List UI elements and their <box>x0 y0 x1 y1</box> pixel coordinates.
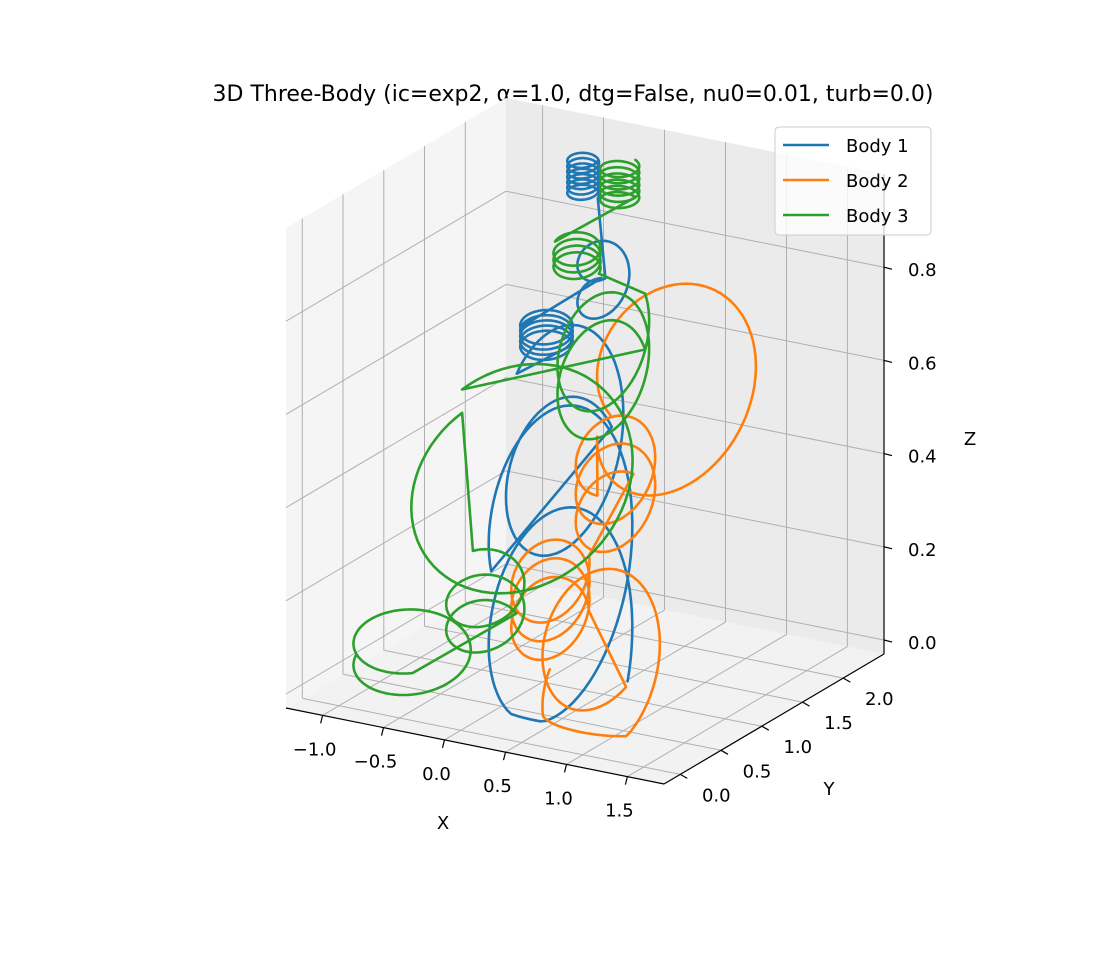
y-tick-label: 0.0 <box>702 785 731 806</box>
z-gridline-side <box>285 377 507 509</box>
y-tick <box>680 773 688 779</box>
legend-label-body-2: Body 2 <box>846 171 909 192</box>
z-gridline-side <box>285 190 507 322</box>
z-tick <box>883 453 893 457</box>
y-tick-label: 1.0 <box>783 737 812 758</box>
x-tick <box>380 727 385 736</box>
z-tick <box>883 359 893 363</box>
x-gridline-floor <box>505 621 726 753</box>
z-tick-label: 0.4 <box>908 447 937 468</box>
z-gridline-side <box>285 563 507 695</box>
y-axis-line <box>663 653 885 785</box>
z-gridline-back <box>505 563 885 641</box>
z-gridline-side <box>285 283 507 415</box>
y-tick-label: 2.0 <box>865 689 894 710</box>
y-tick-label: 0.5 <box>743 761 772 782</box>
axis-ticks: −1.0 −0.5 0.0 0.5 1.0 1.5 0.0 0.5 1.0 1.5 2.0 0.0 0.… <box>293 260 937 821</box>
axes-gridlines <box>285 105 885 778</box>
z-tick-label: 0.0 <box>908 633 937 654</box>
y-gridline-floor <box>302 697 681 775</box>
x-tick-label: 0.0 <box>422 764 451 785</box>
z-tick-label: 0.8 <box>908 260 937 281</box>
legend-frame <box>774 126 932 236</box>
x-gridline-floor <box>383 597 604 729</box>
z-tick-label: 0.2 <box>908 540 937 561</box>
x-axis-label: X <box>437 813 449 834</box>
z-gridline-back <box>505 470 885 548</box>
x-tick <box>624 776 628 785</box>
z-gridline-back <box>505 377 885 455</box>
x-tick-label: 1.0 <box>544 788 573 809</box>
chart-title: 3D Three-Body (ic=exp2, α=1.0, dtg=False… <box>213 82 934 107</box>
z-axis-label: Z <box>964 429 976 450</box>
y-gridline-floor <box>383 649 762 727</box>
y-tick <box>843 677 851 683</box>
x-tick <box>320 715 324 724</box>
y-axis-label: Y <box>823 779 836 800</box>
floor-pane <box>286 578 884 784</box>
y-tick <box>802 701 810 707</box>
x-gridline-floor <box>444 609 665 741</box>
x-tick-label: −0.5 <box>354 752 398 773</box>
z-tick <box>883 266 893 270</box>
legend-label-body-3: Body 3 <box>846 206 909 227</box>
series-line-body-1 <box>487 151 634 723</box>
x-gridline-floor <box>322 584 543 716</box>
x-tick-label: 0.5 <box>483 776 512 797</box>
legend-label-body-1: Body 1 <box>846 136 909 157</box>
series-line-body-3 <box>352 158 651 697</box>
x-tick <box>563 764 568 773</box>
side-pane <box>286 98 506 708</box>
y-tick <box>761 725 770 731</box>
x-tick-label: 1.5 <box>605 801 634 822</box>
x-gridline-floor <box>627 646 848 778</box>
z-gridline-back <box>505 190 885 268</box>
x-gridline-floor <box>566 633 787 765</box>
y-tick-label: 1.5 <box>824 713 853 734</box>
x-tick <box>441 739 446 749</box>
y-gridline-floor <box>465 601 844 679</box>
x-tick <box>502 751 507 761</box>
z-tick <box>883 546 893 550</box>
y-tick <box>720 749 729 755</box>
z-tick-label: 0.6 <box>908 353 937 374</box>
x-axis-line <box>285 707 665 785</box>
x-tick-label: −1.0 <box>293 739 337 760</box>
axis-lines <box>285 174 885 785</box>
trajectory-lines <box>352 151 758 738</box>
y-gridline-floor <box>342 673 722 751</box>
legend: Body 1 Body 2 Body 3 <box>774 126 932 236</box>
z-tick <box>883 639 893 643</box>
